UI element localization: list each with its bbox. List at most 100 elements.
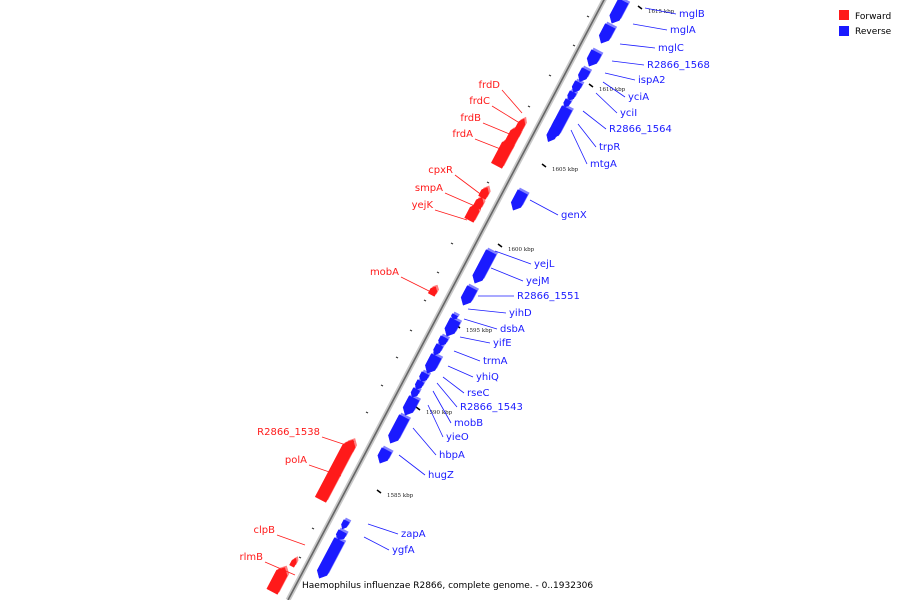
- grid-dash: [409, 329, 413, 332]
- gene-label-frdA[interactable]: frdA: [452, 129, 473, 140]
- gene-label-R2866_1538[interactable]: R2866_1538: [257, 427, 320, 438]
- grid-dash: [586, 15, 590, 18]
- gene-label-yifE[interactable]: yifE: [493, 338, 512, 349]
- gene-label-mtgA[interactable]: mtgA: [590, 159, 617, 170]
- gene-label-polA[interactable]: polA: [285, 455, 307, 466]
- scale-tick-mark: [376, 489, 382, 494]
- gene-hbpA[interactable]: [377, 447, 392, 464]
- gene-yifE[interactable]: [433, 343, 444, 356]
- gene-mtgA[interactable]: [546, 127, 559, 143]
- gene-label-yejL[interactable]: yejL: [534, 259, 555, 270]
- leader-line: [454, 174, 484, 197]
- leader-line: [453, 350, 481, 362]
- gene-yihD[interactable]: [444, 317, 461, 337]
- gene-label-rlmB[interactable]: rlmB: [240, 552, 264, 563]
- gene-label-genX[interactable]: genX: [561, 210, 587, 221]
- gene-label-R2866_1564[interactable]: R2866_1564: [609, 124, 672, 135]
- gene-label-clpB[interactable]: clpB: [254, 525, 276, 536]
- leader-line: [412, 427, 437, 456]
- gene-yejL[interactable]: [472, 249, 497, 284]
- gene-mobB[interactable]: [402, 395, 420, 416]
- leader-line: [482, 122, 513, 136]
- legend-label-forward: Forward: [855, 12, 891, 22]
- leader-line: [459, 336, 491, 344]
- gene-mobA[interactable]: [427, 286, 438, 297]
- grid-dash: [380, 384, 384, 387]
- gene-label-dsbA[interactable]: dsbA: [500, 324, 525, 335]
- gene-mglA[interactable]: [598, 23, 616, 44]
- gene-label-frdC[interactable]: frdC: [469, 96, 490, 107]
- scale-tick-label: 1590 kbp: [426, 410, 453, 416]
- gene-label-mglB[interactable]: mglB: [679, 9, 705, 20]
- gene-polA[interactable]: [314, 441, 354, 503]
- gene-label-R2866_1543[interactable]: R2866_1543: [460, 402, 523, 413]
- gene-label-ygfA[interactable]: ygfA: [392, 545, 415, 556]
- leader-line: [604, 72, 636, 81]
- gene-label-yciI[interactable]: yciI: [620, 108, 637, 119]
- gene-label-ispA2[interactable]: ispA2: [638, 75, 666, 86]
- gene-yejK[interactable]: [464, 203, 480, 223]
- grid-dash: [395, 356, 399, 359]
- gene-yejM[interactable]: [460, 285, 478, 306]
- gene-label-cpxR[interactable]: cpxR: [428, 165, 453, 176]
- gene-label-mglC[interactable]: mglC: [658, 43, 684, 54]
- gene-label-yciA[interactable]: yciA: [628, 92, 649, 103]
- grid-dash: [423, 299, 427, 302]
- gene-label-frdD[interactable]: frdD: [478, 80, 500, 91]
- gene-label-trmA[interactable]: trmA: [483, 356, 508, 367]
- leader-line: [577, 123, 597, 148]
- gene-mglC[interactable]: [586, 49, 602, 67]
- gene-label-hugZ[interactable]: hugZ: [428, 470, 454, 481]
- gene-frdA[interactable]: [490, 139, 514, 169]
- gene-label-yieO[interactable]: yieO: [446, 432, 469, 443]
- gene-ygfA[interactable]: [335, 529, 347, 540]
- grid-dash: [527, 105, 531, 108]
- gene-mglB[interactable]: [609, 0, 629, 24]
- scale-tick-mark: [637, 5, 643, 10]
- gene-label-yejK[interactable]: yejK: [412, 200, 434, 211]
- gene-zapA[interactable]: [316, 537, 345, 579]
- leader-line: [611, 60, 645, 66]
- gene-label-yejM[interactable]: yejM: [526, 276, 549, 287]
- gene-label-zapA[interactable]: zapA: [401, 529, 426, 540]
- gene-trmA[interactable]: [425, 353, 442, 374]
- gene-genX[interactable]: [510, 189, 528, 211]
- gene-yieO[interactable]: [388, 414, 410, 444]
- leader-line: [321, 436, 350, 447]
- leader-line: [442, 376, 465, 394]
- grid-dash: [311, 527, 315, 530]
- gene-label-mglA[interactable]: mglA: [670, 25, 696, 36]
- gene-label-smpA[interactable]: smpA: [415, 183, 443, 194]
- gene-clpB[interactable]: [289, 557, 297, 568]
- leader-line: [490, 267, 524, 282]
- legend: Forward Reverse: [839, 10, 892, 37]
- gene-hugZ[interactable]: [341, 519, 350, 530]
- grid-dash: [486, 181, 490, 184]
- leader-line: [632, 23, 668, 31]
- gene-ispA2[interactable]: [571, 80, 583, 93]
- gene-label-mobA[interactable]: mobA: [370, 267, 399, 278]
- gene-label-hbpA[interactable]: hbpA: [439, 450, 465, 461]
- leader-line: [602, 81, 626, 98]
- gene-R2866_1568[interactable]: [578, 67, 591, 83]
- leader-line: [501, 89, 523, 114]
- gene-label-yhiQ[interactable]: yhiQ: [476, 372, 499, 383]
- scale-tick-label: 1605 kbp: [552, 167, 579, 173]
- leader-line: [264, 561, 296, 576]
- gene-rlmB[interactable]: [266, 567, 288, 595]
- leader-line: [432, 390, 452, 424]
- gene-label-mobB[interactable]: mobB: [454, 418, 483, 429]
- gene-label-frdB[interactable]: frdB: [460, 113, 481, 124]
- leader-line: [494, 250, 532, 265]
- gene-label-R2866_1551[interactable]: R2866_1551: [517, 291, 580, 302]
- leader-line: [367, 523, 399, 535]
- leader-line: [444, 192, 478, 208]
- gene-label-R2866_1568[interactable]: R2866_1568: [647, 60, 710, 71]
- gene-label-trpR[interactable]: trpR: [599, 142, 620, 153]
- gene-label-yihD[interactable]: yihD: [509, 308, 532, 319]
- grid-dash: [450, 242, 454, 245]
- legend-swatch-forward: [839, 10, 849, 20]
- gene-label-rseC[interactable]: rseC: [467, 388, 489, 399]
- leader-line: [595, 92, 618, 114]
